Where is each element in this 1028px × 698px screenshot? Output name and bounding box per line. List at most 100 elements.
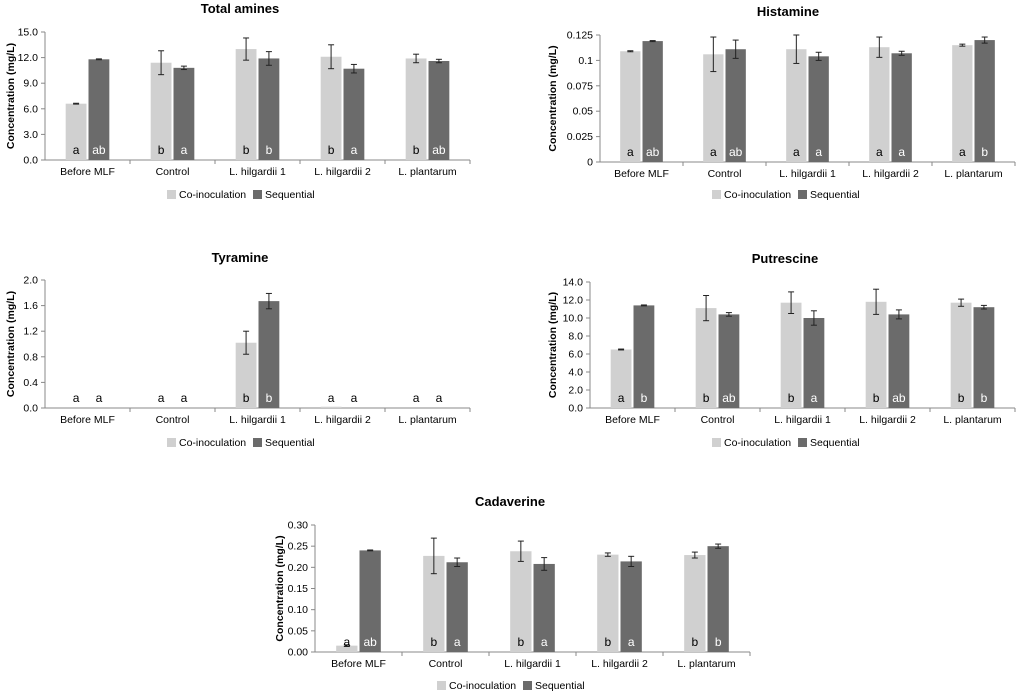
y-tick-label: 0.30	[288, 520, 309, 532]
x-category-label: L. plantarum	[943, 414, 1002, 426]
chart-panel-total-amines: Total amines Concentration (mg/L) 0.0 3.0 6.…	[5, 1, 471, 201]
bar-sequential	[88, 59, 110, 160]
y-tick-label: 0.05	[288, 625, 309, 637]
bar-co-inoculation	[695, 308, 717, 408]
y-tick-label: 0.0	[568, 403, 583, 415]
significance-letter: ab	[646, 145, 660, 159]
significance-letter: b	[873, 391, 880, 405]
chart-title: Cadaverine	[475, 494, 545, 509]
significance-letter: ab	[722, 391, 736, 405]
legend-label-co-inoculation: Co-inoculation	[179, 437, 246, 449]
legend-swatch-sequential	[253, 438, 262, 447]
y-tick-label: 10.0	[563, 313, 584, 325]
y-tick-label: 0.125	[567, 30, 593, 42]
bar-co-inoculation	[780, 302, 802, 408]
legend-label-sequential: Sequential	[265, 437, 315, 449]
significance-letter: b	[266, 391, 273, 405]
legend-label-co-inoculation: Co-inoculation	[724, 189, 791, 201]
y-tick-label: 0.075	[567, 80, 593, 92]
significance-letter: b	[703, 391, 710, 405]
significance-letter: b	[958, 391, 965, 405]
legend-label-co-inoculation: Co-inoculation	[724, 437, 791, 449]
significance-letter: ab	[432, 143, 446, 157]
legend-swatch-sequential	[798, 190, 807, 199]
x-category-label: L. plantarum	[677, 658, 736, 670]
bar-co-inoculation	[423, 555, 445, 652]
significance-letter: b	[266, 143, 273, 157]
significance-letter: b	[981, 145, 988, 159]
legend-swatch-co-inoculation	[167, 438, 176, 447]
bar-sequential	[973, 307, 995, 408]
y-tick-label: 0.15	[288, 583, 309, 595]
x-category-label: L. hilgardii 2	[314, 166, 371, 178]
bar-sequential	[974, 40, 995, 162]
significance-letter: a	[96, 391, 103, 405]
bar-co-inoculation	[684, 555, 706, 652]
bar-co-inoculation	[320, 56, 342, 160]
x-category-label: Control	[708, 168, 742, 180]
legend-label-co-inoculation: Co-inoculation	[449, 680, 516, 692]
bar-co-inoculation	[597, 554, 619, 652]
bar-sequential	[533, 563, 555, 652]
y-tick-label: 4.0	[568, 367, 583, 379]
x-category-label: L. hilgardii 2	[314, 414, 371, 426]
y-tick-label: 0.1	[578, 55, 593, 67]
bar-co-inoculation	[869, 47, 890, 162]
significance-letter: b	[517, 635, 524, 649]
bar-sequential	[258, 301, 280, 408]
y-tick-label: 1.6	[23, 300, 38, 312]
bar-sequential	[173, 67, 195, 160]
significance-letter: a	[793, 145, 800, 159]
significance-letter: ab	[729, 145, 743, 159]
bar-co-inoculation	[65, 103, 87, 160]
y-tick-label: 14.0	[563, 277, 584, 289]
significance-letter: b	[691, 635, 698, 649]
x-category-label: L. hilgardii 1	[774, 414, 831, 426]
x-category-label: L. hilgardii 1	[504, 658, 561, 670]
y-axis-label: Concentration (mg/L)	[5, 43, 17, 149]
x-category-label: Before MLF	[614, 168, 669, 180]
significance-letter: a	[181, 143, 188, 157]
significance-letter: ab	[363, 635, 377, 649]
chart-panel-tyramine: Tyramine Concentration (mg/L) 0.0 0.4 0.8 1.2…	[5, 250, 471, 449]
y-tick-label: 0.0	[23, 155, 38, 167]
bar-sequential	[258, 58, 280, 160]
y-tick-label: 0.25	[288, 541, 309, 553]
x-category-label: L. hilgardii 1	[229, 166, 286, 178]
significance-letter: b	[413, 143, 420, 157]
significance-letter: b	[328, 143, 335, 157]
bar-co-inoculation	[950, 302, 972, 408]
x-category-label: L. hilgardii 2	[859, 414, 916, 426]
significance-letter: a	[627, 145, 634, 159]
significance-letter: a	[628, 635, 635, 649]
bar-co-inoculation	[235, 49, 257, 160]
y-tick-label: 1.2	[23, 326, 38, 338]
y-tick-label: 2.0	[23, 275, 38, 287]
legend-swatch-sequential	[253, 190, 262, 199]
significance-letter: a	[541, 635, 548, 649]
bar-co-inoculation	[786, 49, 807, 162]
chart-title: Putrescine	[752, 251, 818, 266]
legend-swatch-co-inoculation	[167, 190, 176, 199]
y-tick-label: 8.0	[568, 331, 583, 343]
legend-label-sequential: Sequential	[810, 189, 860, 201]
y-tick-label: 0.8	[23, 351, 38, 363]
x-category-label: Before MLF	[605, 414, 660, 426]
y-tick-label: 0.05	[573, 106, 594, 118]
y-tick-label: 15.0	[18, 27, 39, 39]
legend-swatch-co-inoculation	[712, 190, 721, 199]
significance-letter: b	[430, 635, 437, 649]
significance-letter: b	[788, 391, 795, 405]
bar-sequential	[446, 562, 468, 652]
y-tick-label: 0.10	[288, 604, 309, 616]
bar-sequential	[343, 68, 365, 160]
chart-title: Total amines	[201, 1, 280, 16]
significance-letter: a	[328, 391, 335, 405]
legend-label-sequential: Sequential	[810, 437, 860, 449]
x-category-label: Control	[156, 166, 190, 178]
x-category-label: Before MLF	[60, 414, 115, 426]
bar-co-inoculation	[336, 645, 358, 652]
bar-co-inoculation	[510, 551, 532, 652]
significance-letter: a	[811, 391, 818, 405]
